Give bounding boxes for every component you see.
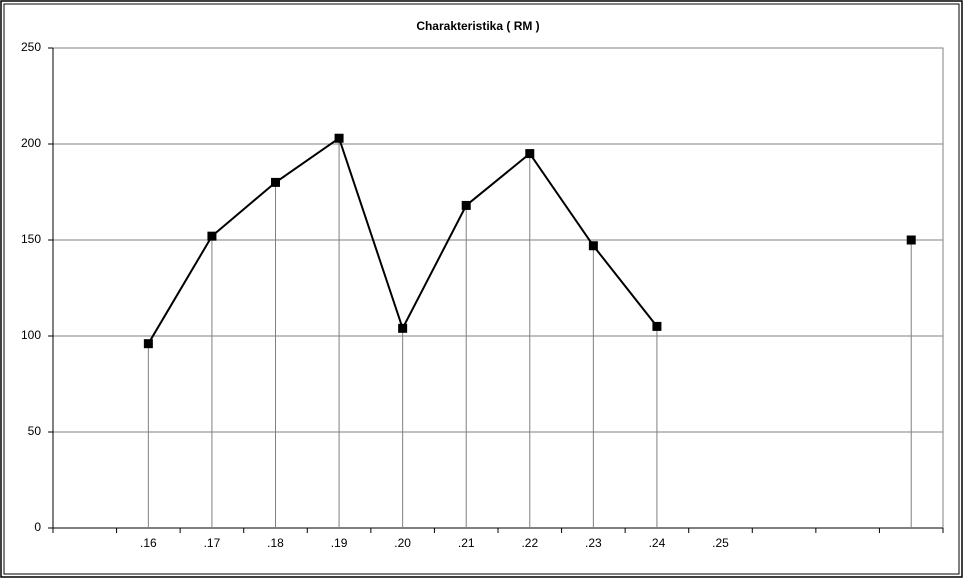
marker <box>207 231 217 241</box>
x-tick-label: .25 <box>712 536 729 550</box>
chart-title: Charakteristika ( RM ) <box>416 19 539 33</box>
x-tick-label: .21 <box>458 536 475 550</box>
y-tick-label: 150 <box>21 232 41 246</box>
marker <box>398 323 408 333</box>
y-tick-label: 200 <box>21 136 41 150</box>
x-tick-label: .23 <box>585 536 602 550</box>
x-tick-label: .19 <box>331 536 348 550</box>
chart-inner-frame <box>3 3 960 575</box>
x-tick-label: .24 <box>649 536 666 550</box>
x-tick-label: .20 <box>394 536 411 550</box>
marker <box>906 235 916 245</box>
marker <box>652 321 662 331</box>
marker <box>334 133 344 143</box>
marker <box>461 200 471 210</box>
x-tick-label: .22 <box>521 536 538 550</box>
marker <box>525 149 535 159</box>
y-tick-label: 250 <box>21 40 41 54</box>
marker <box>588 241 598 251</box>
x-tick-label: .18 <box>267 536 284 550</box>
x-tick-label: .16 <box>140 536 157 550</box>
y-tick-label: 50 <box>28 424 42 438</box>
marker <box>271 177 280 187</box>
y-tick-label: 100 <box>21 328 41 342</box>
y-tick-label: 0 <box>34 520 41 534</box>
x-tick-label: .17 <box>204 536 221 550</box>
marker <box>143 339 153 349</box>
